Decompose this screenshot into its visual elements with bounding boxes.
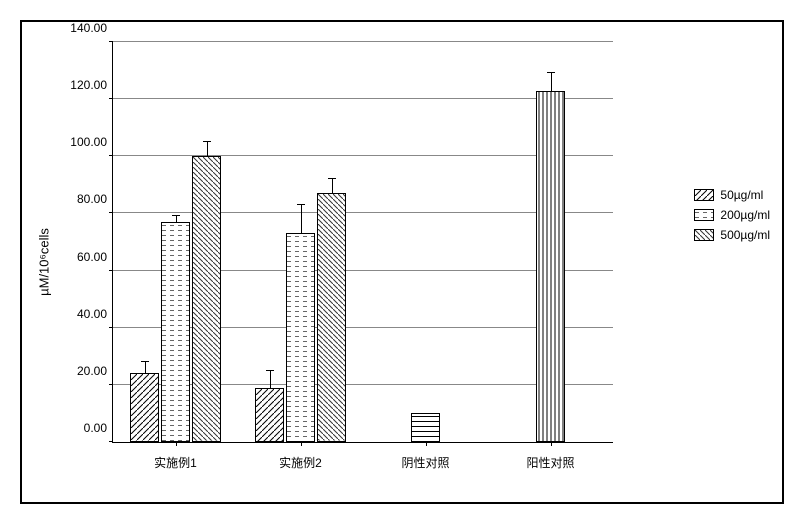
y-tick-mark (109, 270, 113, 271)
legend-item: 500µg/ml (694, 228, 770, 242)
legend-label: 200µg/ml (720, 208, 770, 222)
legend-item: 50µg/ml (694, 188, 770, 202)
bar (286, 233, 315, 442)
chart-frame: µM/10⁶cells (20, 20, 784, 504)
y-tick-label: 100.00 (70, 135, 107, 149)
bar (161, 222, 190, 442)
error-cap (297, 204, 305, 205)
error-bar (301, 205, 302, 234)
bar (192, 156, 221, 442)
y-tick-label: 0.00 (84, 421, 107, 435)
y-axis-title: µM/10⁶cells (37, 228, 52, 296)
error-bar (207, 142, 208, 156)
x-tick-label: 实施例1 (154, 454, 197, 471)
y-tick-label: 60.00 (77, 250, 107, 264)
y-tick-mark (109, 98, 113, 99)
y-tick-mark (109, 41, 113, 42)
legend-label: 50µg/ml (720, 188, 763, 202)
plot-area: 0.0020.0040.0060.0080.00100.00120.00140.… (112, 42, 613, 443)
x-tick-label: 阴性对照 (401, 454, 449, 471)
legend-swatch (694, 189, 714, 201)
error-cap (141, 361, 149, 362)
y-tick-label: 80.00 (77, 192, 107, 206)
error-bar (332, 179, 333, 193)
error-cap (266, 370, 274, 371)
legend: 50µg/ml 200µg/ml 500µg/ml (694, 182, 770, 248)
bar (130, 373, 159, 442)
legend-item: 200µg/ml (694, 208, 770, 222)
y-tick-mark (109, 384, 113, 385)
x-tick-mark (426, 442, 427, 446)
x-tick-label: 实施例2 (279, 454, 322, 471)
error-bar (176, 216, 177, 222)
error-bar (145, 362, 146, 373)
y-tick-mark (109, 441, 113, 442)
legend-swatch (694, 209, 714, 221)
y-tick-label: 40.00 (77, 307, 107, 321)
legend-label: 500µg/ml (720, 228, 770, 242)
y-tick-mark (109, 155, 113, 156)
y-tick-label: 120.00 (70, 78, 107, 92)
error-cap (547, 72, 555, 73)
error-bar (551, 73, 552, 90)
legend-swatch (694, 229, 714, 241)
error-cap (172, 215, 180, 216)
gridline (113, 41, 613, 42)
y-tick-mark (109, 212, 113, 213)
bar (411, 413, 440, 442)
error-bar (270, 371, 271, 388)
bar (255, 388, 284, 442)
x-tick-label: 阳性对照 (526, 454, 574, 471)
error-cap (203, 141, 211, 142)
y-tick-mark (109, 327, 113, 328)
x-tick-mark (301, 442, 302, 446)
y-tick-label: 140.00 (70, 21, 107, 35)
bar (317, 193, 346, 442)
x-tick-mark (176, 442, 177, 446)
bar (536, 91, 565, 442)
y-tick-label: 20.00 (77, 364, 107, 378)
x-tick-mark (551, 442, 552, 446)
error-cap (328, 178, 336, 179)
